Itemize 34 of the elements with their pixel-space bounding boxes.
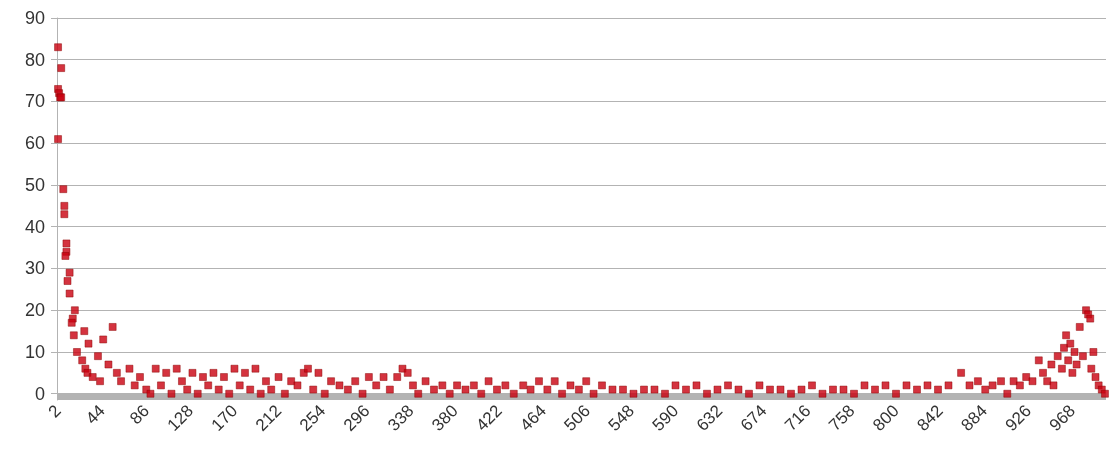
y-tick-label: 60 bbox=[24, 133, 45, 154]
y-tick-label: 40 bbox=[24, 216, 45, 237]
x-tick-label: 86 bbox=[126, 401, 153, 429]
y-tick-label: 80 bbox=[24, 49, 45, 70]
y-tick-label: 0 bbox=[34, 383, 45, 404]
x-tick-label: 338 bbox=[384, 401, 418, 435]
x-tick-label: 296 bbox=[340, 401, 374, 435]
x-tick-label: 548 bbox=[604, 401, 639, 435]
x-tick-label: 2 bbox=[44, 401, 65, 422]
x-tick-label: 842 bbox=[913, 401, 947, 435]
y-tick-label: 90 bbox=[24, 8, 45, 28]
x-tick-label: 968 bbox=[1045, 401, 1080, 435]
x-tick-label: 212 bbox=[251, 401, 286, 435]
y-tick-label: 10 bbox=[24, 341, 45, 362]
x-tick-label: 674 bbox=[736, 401, 771, 435]
x-tick-label: 926 bbox=[1001, 401, 1036, 435]
x-tick-label: 758 bbox=[825, 401, 859, 435]
x-tick-label: 170 bbox=[207, 401, 242, 435]
x-tick-label: 884 bbox=[957, 401, 991, 435]
x-tick-label: 632 bbox=[692, 401, 727, 435]
x-tick-label: 716 bbox=[781, 401, 815, 435]
x-tick-label: 254 bbox=[295, 401, 330, 435]
y-tick-label: 70 bbox=[24, 91, 45, 112]
x-tick-label: 464 bbox=[516, 401, 550, 435]
y-tick-label: 20 bbox=[24, 300, 45, 321]
x-tick-label: 422 bbox=[472, 401, 506, 435]
y-tick-label: 30 bbox=[24, 258, 45, 279]
x-tick-label: 128 bbox=[163, 401, 198, 435]
x-tick-label: 506 bbox=[560, 401, 594, 435]
x-tick-label: 800 bbox=[869, 401, 903, 435]
x-tick-label: 380 bbox=[428, 401, 462, 435]
y-tick-label: 50 bbox=[24, 174, 45, 195]
x-tick-label: 590 bbox=[648, 401, 683, 435]
x-tick-label: 44 bbox=[82, 401, 109, 429]
